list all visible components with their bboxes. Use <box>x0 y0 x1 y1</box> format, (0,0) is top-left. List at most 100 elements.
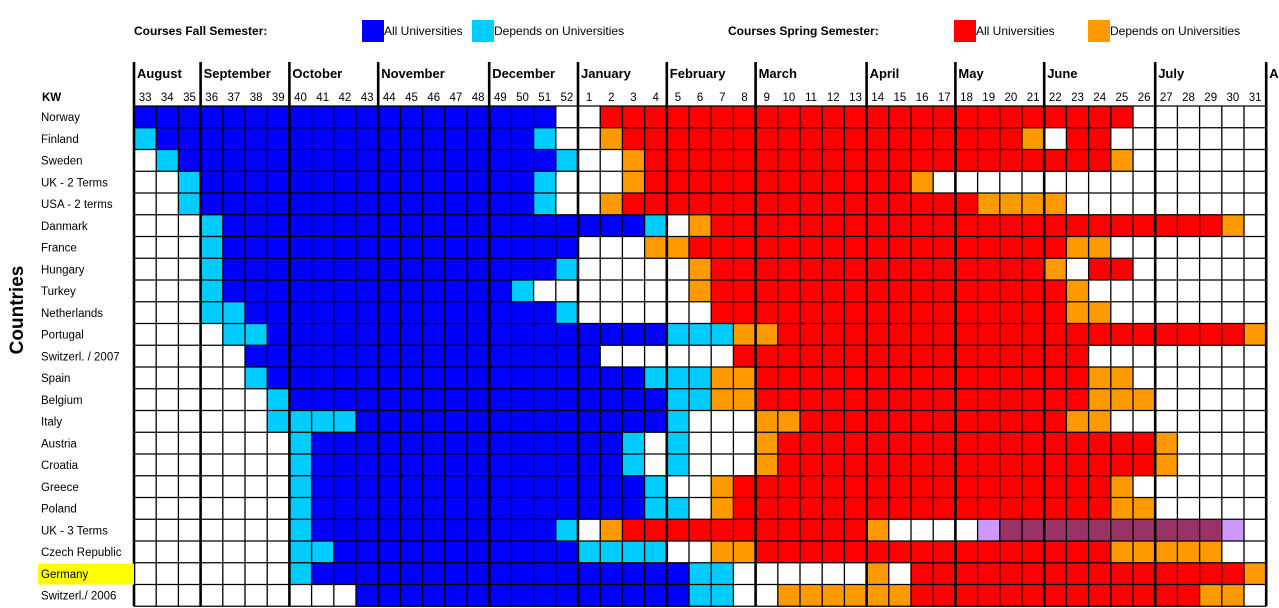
heatmap-cell <box>600 584 623 607</box>
heatmap-cell <box>1244 497 1267 520</box>
heatmap-cell <box>800 475 823 498</box>
heatmap-cell <box>600 149 623 172</box>
heatmap-cell <box>977 388 1001 411</box>
heatmap-cell <box>200 454 224 477</box>
heatmap-cell <box>444 497 468 520</box>
heatmap-cell <box>267 410 290 433</box>
heatmap-cell <box>1088 497 1112 520</box>
heatmap-cell <box>777 388 801 411</box>
heatmap-cell <box>289 193 312 216</box>
heatmap-cell <box>1199 106 1223 129</box>
heatmap-cell <box>333 475 357 498</box>
heatmap-cell <box>578 519 601 542</box>
heatmap-cell <box>777 584 801 607</box>
heatmap-cell <box>955 541 978 564</box>
heatmap-cell <box>622 519 645 542</box>
heatmap-cell <box>378 236 401 259</box>
heatmap-cell <box>822 388 845 411</box>
grid-lines <box>132 62 1268 607</box>
heatmap-cell <box>666 388 690 411</box>
heatmap-cell <box>1022 475 1045 498</box>
heatmap-cell <box>200 106 224 129</box>
heatmap-cell <box>555 214 579 237</box>
heatmap-cell <box>666 127 690 150</box>
heatmap-cell <box>444 301 468 324</box>
heatmap-cell <box>666 432 690 455</box>
heatmap-cell <box>1088 584 1112 607</box>
heatmap-cell <box>1022 454 1045 477</box>
heatmap-cell <box>156 454 179 477</box>
heatmap-cell <box>156 280 179 303</box>
heatmap-cell <box>711 432 734 455</box>
heatmap-cell <box>222 432 246 455</box>
heatmap-cell <box>999 193 1023 216</box>
heatmap-cell <box>378 323 401 346</box>
heatmap-cell <box>356 584 379 607</box>
heatmap-cell <box>555 410 579 433</box>
heatmap-cell <box>489 541 512 564</box>
heatmap-cell <box>800 214 823 237</box>
heatmap-cell <box>178 541 201 564</box>
heatmap-cell <box>600 388 623 411</box>
heatmap-cell <box>911 519 934 542</box>
heatmap-cell <box>311 193 335 216</box>
heatmap-cell <box>245 432 268 455</box>
heatmap-cell <box>1110 345 1134 368</box>
week-tick-label: 35 <box>183 92 196 104</box>
heatmap-cell <box>933 475 956 498</box>
heatmap-cell <box>578 236 601 259</box>
heatmap-cell <box>533 562 557 585</box>
heatmap-cell <box>866 454 890 477</box>
heatmap-cell <box>844 541 867 564</box>
heatmap-cell <box>222 171 246 194</box>
heatmap-cell <box>888 193 912 216</box>
heatmap-cell <box>711 323 734 346</box>
heatmap-cell <box>666 584 690 607</box>
heatmap-cell <box>467 388 490 411</box>
heatmap-cell <box>1244 541 1267 564</box>
heatmap-cell <box>1155 323 1178 346</box>
heatmap-cell <box>356 214 379 237</box>
heatmap-cell <box>644 127 668 150</box>
heatmap-cell <box>755 584 779 607</box>
country-label: Italy <box>41 417 62 429</box>
heatmap-cell <box>711 454 734 477</box>
heatmap-cell <box>311 258 335 281</box>
heatmap-cell <box>1110 454 1134 477</box>
week-tick-label: 14 <box>871 92 884 104</box>
legend-label: Depends on Universities <box>494 24 624 38</box>
heatmap-cell <box>333 345 357 368</box>
heatmap-cell <box>178 584 201 607</box>
heatmap-cell <box>422 519 446 542</box>
heatmap-cell <box>489 280 512 303</box>
heatmap-cell <box>311 562 335 585</box>
heatmap-cell <box>1244 193 1267 216</box>
heatmap-cell <box>866 388 890 411</box>
heatmap-cell <box>733 193 756 216</box>
legend-label: Depends on Universities <box>1110 24 1240 38</box>
heatmap-cell <box>711 519 734 542</box>
heatmap-cell <box>333 410 357 433</box>
heatmap-cell <box>1199 562 1223 585</box>
heatmap-cell <box>245 410 268 433</box>
heatmap-cell <box>777 323 801 346</box>
heatmap-cell <box>888 541 912 564</box>
heatmap-cell <box>822 562 845 585</box>
legend-group-title: Courses Spring Semester: <box>728 24 879 38</box>
heatmap-cell <box>134 475 157 498</box>
heatmap-cell <box>378 149 401 172</box>
heatmap-cell <box>555 388 579 411</box>
heatmap-cell <box>311 541 335 564</box>
country-label: Finland <box>41 134 79 146</box>
month-label: October <box>292 66 342 81</box>
heatmap-cell <box>356 106 379 129</box>
heatmap-cell <box>156 106 179 129</box>
heatmap-cell <box>1066 454 1089 477</box>
heatmap-cell <box>578 149 601 172</box>
heatmap-cell <box>489 127 512 150</box>
heatmap-cell <box>822 236 845 259</box>
week-tick-label: 51 <box>538 92 551 104</box>
heatmap-cell <box>178 258 201 281</box>
heatmap-cell <box>911 236 934 259</box>
heatmap-cell <box>267 149 290 172</box>
